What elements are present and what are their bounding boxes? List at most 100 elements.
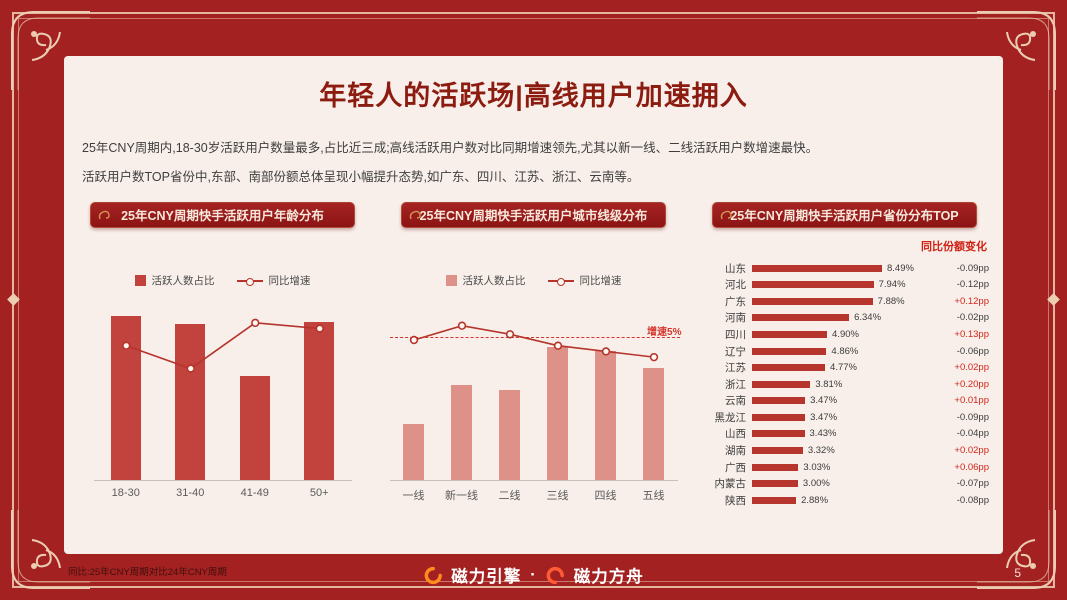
province-name: 黑龙江 [714,411,747,424]
province-name: 山西 [725,428,746,441]
province-name: 河南 [725,312,746,325]
province-name: 广西 [725,461,746,474]
province-row: 云南 3.47% +0.01pp [700,393,989,410]
province-row: 辽宁 4.86% -0.06pp [700,343,989,360]
province-row: 广东 7.88% +0.12pp [700,293,989,310]
province-change: +0.20pp [954,378,989,390]
province-bar [752,380,811,388]
province-share: 4.90% [832,328,859,340]
category-label: 18-30 [111,486,140,499]
chart-banner: 25年CNY周期快手活跃用户年龄分布 [89,201,356,228]
province-name: 云南 [725,395,746,408]
footnote: 同比:25年CNY周期对比24年CNY周期 [68,567,227,578]
province-row: 河北 7.94% -0.12pp [700,276,989,293]
province-bar [752,430,805,438]
bar [175,324,206,480]
province-name: 四川 [725,328,746,341]
province-share: 3.43% [809,428,837,440]
province-row: 浙江 3.81% +0.20pp [700,376,989,393]
province-row: 四川 4.90% +0.13pp [700,326,989,343]
line-legend-marker [236,279,263,282]
province-name: 江苏 [725,362,746,375]
bar [643,368,664,480]
summary-paragraph-1: 25年CNY周期内,18-30岁活跃用户数量最多,占比近三成;高线活跃用户数对比… [82,141,819,155]
chart-title: 25年CNY周期快手活跃用户年龄分布 [121,209,324,224]
province-row: 陕西 2.88% -0.08pp [700,492,989,509]
province-name: 山东 [725,262,746,275]
province-bar [752,496,797,504]
province-bar [752,281,874,289]
province-share: 4.86% [831,345,859,357]
column-header-change: 同比份额变化 [921,240,987,253]
bar [451,385,472,480]
province-name: 广东 [725,295,746,308]
edge-ornament [7,293,20,306]
province-row: 山西 3.43% -0.04pp [700,426,989,443]
chart-title: 25年CNY周期快手活跃用户城市线级分布 [419,209,648,224]
province-share: 4.77% [830,362,857,374]
bars-group [94,300,352,480]
province-change: +0.13pp [954,328,989,340]
age-distribution-chart: 25年CNY周期快手活跃用户年龄分布 活跃人数占比 同比增速 18-30 31-4… [78,201,367,509]
province-share: 6.34% [854,312,882,324]
cloud-ornament-icon [409,210,421,220]
magnet-engine-logo-icon [424,566,442,584]
footer-brand-1: 磁力引擎 [451,568,522,586]
category-label: 新一线 [445,489,478,502]
province-share: 8.49% [887,262,914,274]
province-name: 浙江 [725,378,746,391]
province-list: 山东 8.49% -0.09pp 河北 7.94% -0.12pp 广东 7.88% +0.12… [700,260,990,509]
footer-separator: · [530,565,537,584]
province-row: 内蒙古 3.00% -0.07pp [700,475,990,492]
age-plot-area [93,300,352,481]
legend-label: 活跃人数占比 [151,275,215,288]
chart-legend: 活跃人数占比 同比增速 [134,273,311,288]
category-label: 一线 [402,489,425,502]
legend-item-line: 同比增速 [236,273,311,288]
page-number: 5 [1014,566,1021,580]
category-label: 50+ [309,486,329,499]
province-bar [752,297,873,305]
province-bar [752,447,803,455]
city-tier-chart: 25年CNY周期快手活跃用户城市线级分布 活跃人数占比 同比增速 增速5 [389,201,682,509]
province-bar [752,397,806,405]
magnet-ark-logo-icon [546,566,564,584]
province-share: 3.00% [802,478,830,490]
category-label: 三线 [546,489,569,502]
province-bar [752,413,806,421]
province-row: 河南 6.34% -0.02pp [700,310,989,327]
bars-group [390,300,678,480]
category-label: 41-49 [240,486,269,499]
legend-label: 活跃人数占比 [462,275,526,288]
bar [239,376,270,480]
province-change: -0.12pp [956,279,989,291]
bar [595,351,616,480]
province-bar [752,463,799,471]
province-row: 江苏 4.77% +0.02pp [700,359,989,376]
province-name: 内蒙古 [714,478,747,491]
province-share: 7.88% [877,295,905,307]
x-axis-labels: 一线 新一线 二线 三线 四线 五线 [390,487,678,503]
province-row: 湖南 3.32% +0.02pp [700,442,989,459]
province-change: -0.06pp [956,345,989,357]
bar-legend-swatch [134,275,146,287]
footer-brand-2: 磁力方舟 [573,568,644,586]
edge-ornament [1047,293,1060,306]
bar [110,316,141,480]
province-row: 广西 3.03% +0.06pp [700,459,989,476]
province-name: 湖南 [725,445,746,458]
province-bar [752,347,827,355]
footer-logos: 磁力引擎 · 磁力方舟 [423,563,644,587]
cloud-ornament-icon [720,210,732,220]
province-share: 2.88% [801,494,829,506]
legend-item-bars: 活跃人数占比 [445,273,526,288]
province-change: +0.02pp [954,445,989,457]
province-top-chart: 25年CNY周期快手活跃用户省份分布TOP 同比份额变化 山东 8.49% -0.0… [700,201,990,509]
chart-banner: 25年CNY周期快手活跃用户省份分布TOP [711,201,978,228]
chart-banner: 25年CNY周期快手活跃用户城市线级分布 [400,201,667,228]
summary-paragraph-2: 活跃用户数TOP省份中,东部、南部份额总体呈现小幅提升态势,如广东、四川、江苏、… [82,170,640,185]
province-share: 3.03% [803,461,831,473]
chart-title: 25年CNY周期快手活跃用户省份分布TOP [730,209,959,224]
province-bar [752,330,828,338]
